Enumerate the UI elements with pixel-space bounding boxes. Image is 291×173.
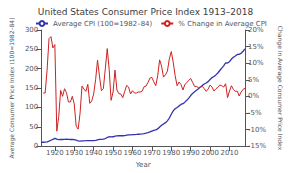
svg-text:Average Consumer Price Index (: Average Consumer Price Index (100=1982–8… — [8, 18, 16, 159]
svg-text:0: 0 — [34, 142, 38, 150]
svg-text:United States Consumer Price I: United States Consumer Price Index 1913–… — [38, 7, 254, 17]
svg-text:50: 50 — [29, 123, 38, 131]
svg-text:Average CPI (100=1982–84): Average CPI (100=1982–84) — [53, 20, 153, 28]
svg-text:150: 150 — [25, 84, 38, 92]
svg-text:1960: 1960 — [124, 149, 142, 157]
svg-text:10%: 10% — [248, 59, 264, 67]
svg-text:100: 100 — [25, 103, 38, 111]
svg-text:1940: 1940 — [85, 149, 103, 157]
svg-text:1990: 1990 — [182, 149, 200, 157]
svg-text:1950: 1950 — [104, 149, 122, 157]
svg-text:200: 200 — [25, 65, 38, 73]
svg-text:5%: 5% — [248, 76, 259, 84]
svg-text:0%: 0% — [248, 92, 259, 100]
svg-text:% Change in Average CPI: % Change in Average CPI — [178, 20, 267, 28]
svg-text:-5%: -5% — [248, 109, 262, 117]
svg-text:-10%: -10% — [248, 126, 266, 134]
svg-text:2010: 2010 — [221, 149, 239, 157]
svg-text:1970: 1970 — [143, 149, 161, 157]
svg-text:Change in Average Consumer Pri: Change in Average Consumer Price Index — [276, 26, 284, 151]
svg-text:250: 250 — [25, 45, 38, 53]
svg-text:Year: Year — [135, 161, 151, 169]
svg-text:15%: 15% — [248, 43, 264, 51]
svg-text:1920: 1920 — [46, 149, 64, 157]
svg-text:300: 300 — [25, 26, 38, 34]
svg-text:2000: 2000 — [201, 149, 219, 157]
svg-text:1980: 1980 — [162, 149, 180, 157]
svg-text:20%: 20% — [248, 26, 264, 34]
svg-text:-15%: -15% — [248, 142, 266, 150]
svg-text:1930: 1930 — [65, 149, 83, 157]
